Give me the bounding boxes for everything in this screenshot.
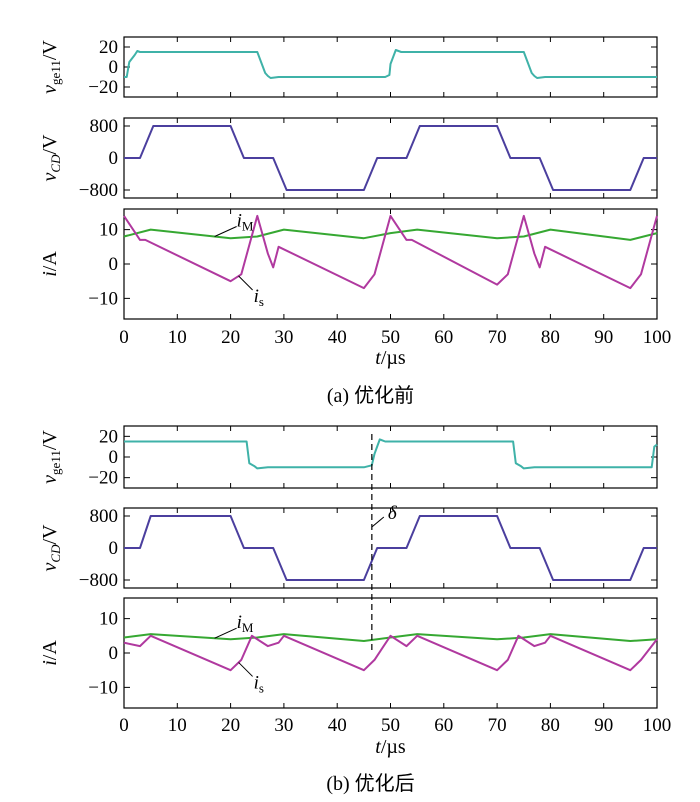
series-is-line <box>123 214 658 290</box>
series-iM-line <box>123 228 658 241</box>
y-tick-label: 0 <box>109 447 119 468</box>
y-tick-label: 10 <box>99 609 118 630</box>
x-tick-label: 70 <box>488 327 507 348</box>
series-vge-panel-line <box>124 438 658 470</box>
iM-leader-line <box>214 627 237 639</box>
x-tick-label: 10 <box>168 715 187 736</box>
y-axis-label: vge11/V <box>39 40 63 94</box>
y-axis-label: vCD/V <box>39 134 63 182</box>
x-tick-label: 0 <box>119 327 129 348</box>
figure-caption: (a) 优化前 <box>327 384 414 407</box>
figure-caption: (b) 优化后 <box>326 772 414 795</box>
y-tick-label: 20 <box>99 37 118 58</box>
y-tick-label: 0 <box>109 643 119 664</box>
x-tick-label: 100 <box>643 715 672 736</box>
x-tick-label: 30 <box>274 715 293 736</box>
x-axis-label: t/µs <box>375 347 406 369</box>
y-tick-label: −10 <box>88 288 118 309</box>
y-tick-label: 0 <box>109 148 119 169</box>
y-tick-label: −20 <box>88 468 118 489</box>
x-tick-label: 60 <box>434 327 453 348</box>
x-tick-label: 10 <box>168 327 187 348</box>
is-annotation: is <box>254 286 264 309</box>
is-leader-line <box>238 275 253 291</box>
y-tick-label: 800 <box>90 116 119 137</box>
x-tick-label: 30 <box>274 327 293 348</box>
series-is-line <box>123 634 658 672</box>
y-tick-label: 0 <box>109 57 119 78</box>
y-tick-label: 800 <box>90 506 119 527</box>
vge-panel: 200−20 vge11/V <box>39 36 658 98</box>
figure-a: 200−20vge11/V8000−800vCD/V100−10i/AiMis0… <box>39 36 672 407</box>
is-leader-line <box>238 662 253 677</box>
y-axis-label: i/A <box>39 640 61 666</box>
series-vge-panel-line <box>124 49 657 79</box>
x-tick-label: 100 <box>643 327 672 348</box>
x-tick-label: 40 <box>328 715 347 736</box>
vcd-panel: 800 0 −800 vCD/V <box>39 506 658 591</box>
x-tick-label: 50 <box>381 715 400 736</box>
iM-annotation: iM <box>237 612 254 635</box>
x-tick-label: 40 <box>328 327 347 348</box>
y-tick-label: −10 <box>88 677 118 698</box>
y-tick-label: −20 <box>88 77 118 98</box>
x-tick-label: 70 <box>488 715 507 736</box>
series-vcd-panel-line <box>124 125 657 191</box>
y-tick-label: 0 <box>109 254 119 275</box>
current-panel: 10 0 −10 i/A iM is <box>39 597 658 709</box>
plot-frame <box>123 597 658 709</box>
y-axis-label: vCD/V <box>39 524 63 572</box>
x-tick-label: 90 <box>594 327 613 348</box>
plot-frame <box>123 425 658 489</box>
x-tick-label: 50 <box>381 327 400 348</box>
iM-annotation: iM <box>237 211 254 234</box>
y-axis-label: i/A <box>39 251 61 277</box>
y-tick-label: −800 <box>79 570 118 591</box>
plot-frame <box>123 208 658 320</box>
x-tick-label: 80 <box>541 715 560 736</box>
x-tick-label: 80 <box>541 327 560 348</box>
series-vcd-panel-line <box>124 515 657 581</box>
x-tick-label: 20 <box>221 715 240 736</box>
is-annotation: is <box>254 672 264 695</box>
y-tick-label: 20 <box>99 426 118 447</box>
iM-leader-line <box>214 226 237 237</box>
x-tick-label: 60 <box>434 715 453 736</box>
x-tick-label: 90 <box>594 715 613 736</box>
figure-b: 200−20vge11/V8000−800vCD/V100−10i/AiMis0… <box>39 425 672 795</box>
x-tick-label: 20 <box>221 327 240 348</box>
vge-panel: 200−20 vge11/V <box>39 425 658 489</box>
delta-annotation: δ <box>388 503 398 524</box>
delta-leader-line <box>371 516 385 528</box>
y-tick-label: 10 <box>99 220 118 241</box>
vcd-panel: 800 0 −800 vCD/V <box>39 116 658 201</box>
x-axis-label: t/µs <box>375 736 406 758</box>
y-axis-label: vge11/V <box>39 430 63 484</box>
y-tick-label: 0 <box>109 538 119 559</box>
x-tick-label: 0 <box>119 715 129 736</box>
current-panel: 10 0 −10 i/A iM is <box>39 208 658 320</box>
y-tick-label: −800 <box>79 180 118 201</box>
